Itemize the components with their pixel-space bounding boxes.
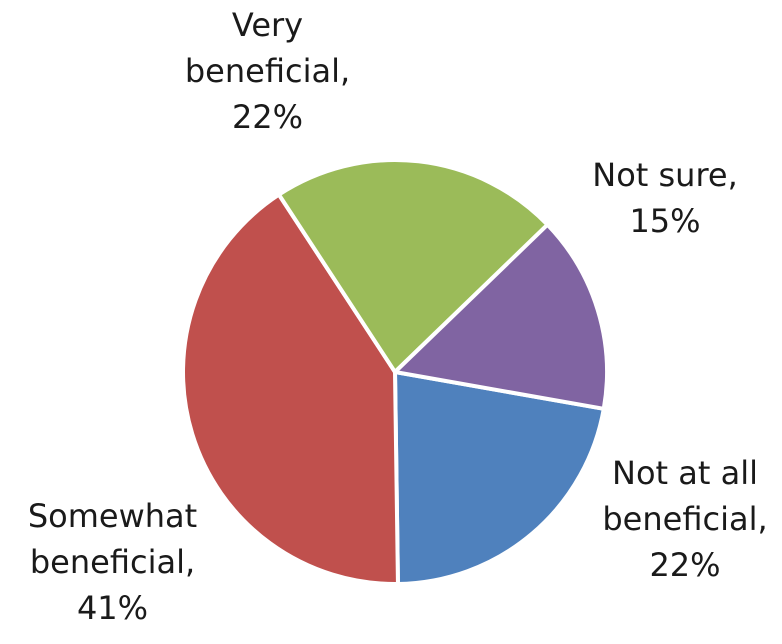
label-line: Very	[231, 6, 304, 44]
label-line: beneficial,	[184, 52, 351, 90]
label-line: 15%	[629, 202, 701, 240]
label-not-sure: Not sure, 15%	[570, 152, 760, 244]
label-line: 22%	[231, 98, 304, 136]
label-not-at-all-beneficial: Not at all beneficial, 22%	[590, 450, 780, 588]
label-line: beneficial,	[29, 543, 196, 581]
label-line: 41%	[76, 589, 149, 627]
label-line: Somewhat	[27, 497, 198, 535]
slice-not-sure	[393, 222, 609, 411]
label-line: Not sure,	[592, 156, 738, 194]
label-line: Not at all	[612, 454, 758, 492]
pie-slices	[181, 158, 609, 586]
label-line: beneficial,	[602, 500, 768, 538]
slice-not-at-all-beneficial	[393, 370, 606, 586]
label-very-beneficial: Very beneficial, 22%	[155, 2, 380, 140]
label-somewhat-beneficial: Somewhat beneficial, 41%	[0, 493, 225, 631]
slice-somewhat-beneficial	[181, 192, 400, 586]
label-line: 22%	[649, 546, 721, 584]
slice-very-beneficial	[276, 158, 550, 374]
